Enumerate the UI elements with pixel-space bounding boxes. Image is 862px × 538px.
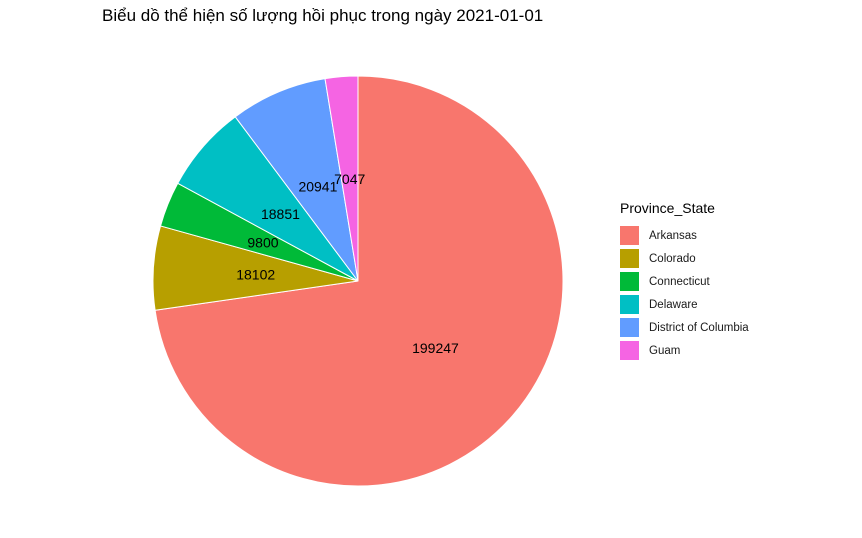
legend-item-connecticut: Connecticut xyxy=(620,270,749,293)
legend-label-arkansas: Arkansas xyxy=(649,229,697,242)
pie-slice-guam xyxy=(324,75,359,282)
legend-label-connecticut: Connecticut xyxy=(649,275,710,288)
legend-item-arkansas: Arkansas xyxy=(620,224,749,247)
legend-item-district-of-columbia: District of Columbia xyxy=(620,316,749,339)
legend-label-delaware: Delaware xyxy=(649,298,698,311)
legend-item-colorado: Colorado xyxy=(620,247,749,270)
legend-item-guam: Guam xyxy=(620,339,749,362)
legend-swatch-connecticut xyxy=(620,272,639,291)
legend-swatch-arkansas xyxy=(620,226,639,245)
legend-label-colorado: Colorado xyxy=(649,252,696,265)
pie-slice-arkansas xyxy=(154,75,564,487)
legend-title: Province_State xyxy=(620,200,715,216)
legend-label-district-of-columbia: District of Columbia xyxy=(649,321,749,334)
pie-slices xyxy=(152,75,564,487)
chart-title: Biểu dồ thể hiện số lượng hồi phục trong… xyxy=(102,6,544,25)
legend-swatch-colorado xyxy=(620,249,639,268)
pie-label-delaware: 18851 xyxy=(261,206,300,222)
legend: Province_State Arkansas Colorado Connectic… xyxy=(620,200,749,362)
pie-label-district-of-columbia: 20941 xyxy=(298,179,337,195)
pie-label-guam: 7047 xyxy=(334,171,365,187)
legend-swatch-district-of-columbia xyxy=(620,318,639,337)
pie-label-colorado: 18102 xyxy=(236,266,275,282)
legend-swatch-guam xyxy=(620,341,639,360)
legend-swatch-delaware xyxy=(620,295,639,314)
legend-label-guam: Guam xyxy=(649,344,681,357)
legend-items: Arkansas Colorado Connecticut Delaware Distr… xyxy=(620,224,749,362)
legend-item-delaware: Delaware xyxy=(620,293,749,316)
pie-label-arkansas: 199247 xyxy=(412,340,459,356)
pie-slice-district-of-columbia xyxy=(234,78,359,282)
pie-label-connecticut: 9800 xyxy=(247,235,278,251)
